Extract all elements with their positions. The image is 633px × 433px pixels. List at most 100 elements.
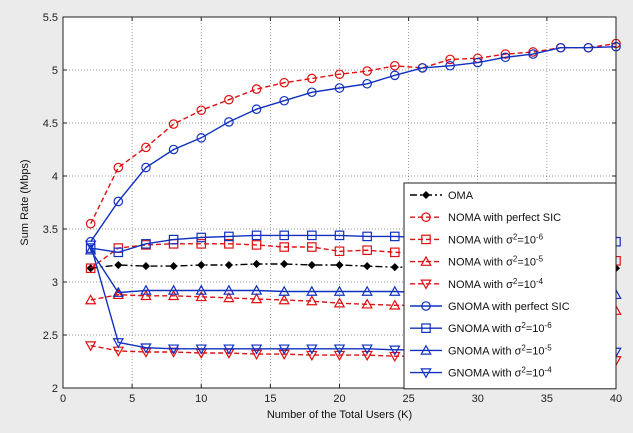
data-point <box>85 243 96 253</box>
data-point <box>167 344 180 355</box>
series-line <box>90 293 617 312</box>
data-point <box>278 344 290 355</box>
legend-label: GNOMA with perfect SIC <box>448 301 570 313</box>
data-point <box>112 286 125 297</box>
data-point <box>361 285 373 296</box>
data-point <box>196 239 207 249</box>
data-point <box>389 345 401 356</box>
y-tick-label: 4.5 <box>43 118 58 130</box>
data-point <box>224 239 234 249</box>
legend: OMA NOMA with perfect SIC NOMA with σ2=10-… <box>403 182 617 390</box>
data-point <box>389 70 400 81</box>
data-point <box>84 240 97 251</box>
data-point <box>417 63 428 73</box>
x-tick-label: 40 <box>610 393 622 405</box>
data-point <box>500 52 511 63</box>
data-point <box>500 49 511 59</box>
x-tick-label: 25 <box>403 393 415 405</box>
x-tick-label: 5 <box>129 393 135 405</box>
data-point <box>333 350 346 362</box>
y-tick-label: 2.5 <box>43 330 58 342</box>
data-point <box>195 284 207 295</box>
legend-swatch-marker <box>421 190 431 200</box>
data-point <box>167 289 180 301</box>
data-point <box>362 231 372 242</box>
data-point <box>306 295 318 306</box>
legend-swatch-marker <box>421 212 431 222</box>
data-point <box>362 245 372 255</box>
data-point <box>307 230 317 241</box>
data-point <box>335 260 344 270</box>
data-point <box>224 117 234 127</box>
data-point <box>223 284 235 295</box>
data-point <box>224 94 234 105</box>
data-point <box>140 343 152 354</box>
data-point <box>250 344 263 355</box>
data-point <box>113 247 124 258</box>
y-tick-label: 2 <box>52 383 58 395</box>
legend-swatch-marker <box>420 255 432 266</box>
data-point <box>141 142 151 153</box>
series-line <box>90 344 617 362</box>
data-point <box>333 285 346 296</box>
data-point <box>113 162 124 173</box>
x-tick-label: 30 <box>472 393 484 405</box>
data-point <box>363 262 372 271</box>
y-axis-label: Sum Rate (Mbps) <box>19 159 31 245</box>
legend-item: OMA <box>410 190 474 202</box>
data-point <box>389 299 401 310</box>
y-tick-label: 4 <box>52 171 58 183</box>
data-point <box>113 196 124 207</box>
data-point <box>361 344 373 355</box>
data-point <box>389 285 401 296</box>
data-point <box>390 263 399 272</box>
legend-label: NOMA with perfect SIC <box>448 212 561 224</box>
data-point <box>306 344 318 355</box>
data-point <box>112 338 125 349</box>
data-point <box>196 133 207 143</box>
data-point <box>250 284 263 295</box>
legend-label: GNOMA with σ2=10-5 <box>448 343 552 358</box>
legend-label: GNOMA with σ2=10-6 <box>448 321 552 336</box>
data-point <box>279 77 289 88</box>
x-tick-label: 35 <box>541 393 553 405</box>
x-tick-label: 10 <box>195 393 207 405</box>
data-point <box>250 349 263 361</box>
data-point <box>195 344 207 355</box>
x-tick-label: 0 <box>60 393 66 405</box>
legend-item: NOMA with σ2=10-4 <box>410 276 544 291</box>
data-point <box>307 87 317 98</box>
data-point <box>141 162 151 173</box>
data-point <box>197 260 206 270</box>
legend-swatch-marker <box>421 323 431 333</box>
data-point <box>333 297 346 308</box>
x-axis-label: Number of the Total Users (K) <box>267 409 412 421</box>
data-point <box>279 95 289 106</box>
data-point <box>334 246 345 257</box>
data-point <box>334 230 345 241</box>
legend-swatch-marker <box>420 344 432 355</box>
y-tick-label: 5 <box>52 65 58 77</box>
data-point <box>280 259 289 269</box>
data-point <box>114 260 123 270</box>
data-point <box>306 285 318 296</box>
data-point <box>361 298 373 309</box>
data-point <box>389 351 401 363</box>
data-point <box>168 144 179 155</box>
data-point <box>445 60 455 71</box>
data-point <box>195 290 207 302</box>
x-tick-label: 20 <box>333 393 345 405</box>
legend-item: GNOMA with σ2=10-5 <box>410 343 552 358</box>
legend-item: GNOMA with perfect SIC <box>410 301 570 313</box>
data-point <box>251 104 262 115</box>
legend-swatch-marker <box>421 301 431 311</box>
data-point <box>362 66 372 76</box>
legend-label: NOMA with σ2=10-6 <box>448 232 544 247</box>
data-point <box>307 260 316 270</box>
data-point <box>362 78 372 89</box>
data-point <box>84 294 97 305</box>
data-point <box>85 263 96 274</box>
legend-box <box>403 182 617 390</box>
data-point <box>196 105 207 116</box>
y-tick-label: 5.5 <box>43 12 58 24</box>
